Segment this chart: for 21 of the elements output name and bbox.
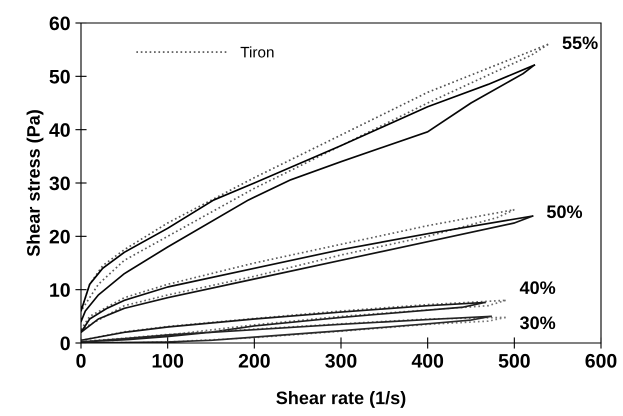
annotation: 50% [546, 205, 582, 218]
x-tick-label: 400 [412, 354, 444, 368]
y-tick-label: 0 [60, 336, 70, 350]
x-tick-label: 0 [76, 354, 86, 368]
x-axis-title: Shear rate (1/s) [276, 390, 406, 408]
annotation: 30% [520, 316, 556, 330]
annotation: 40% [520, 281, 556, 294]
x-tick-label: 600 [585, 354, 616, 368]
x-tick-label: 300 [325, 354, 356, 368]
x-tick-label: 500 [498, 354, 530, 368]
text: Tiron [240, 46, 274, 58]
y-tick-label: 60 [50, 16, 70, 30]
y-tick-label: 40 [49, 123, 70, 137]
annotation: 55% [562, 36, 598, 50]
y-axis-title: Shear stress (Pa) [26, 110, 44, 256]
y-tick-label: 20 [50, 230, 70, 244]
x-tick-label: 200 [238, 354, 270, 368]
y-tick-label: 50 [50, 70, 70, 84]
x-tick-label: 100 [152, 354, 184, 368]
y-tick-label: 10 [50, 283, 70, 297]
y-tick-label: 30 [49, 176, 70, 190]
